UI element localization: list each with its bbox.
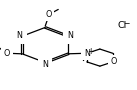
Text: Cl: Cl bbox=[118, 21, 127, 30]
Text: O: O bbox=[4, 49, 10, 58]
Text: N: N bbox=[67, 31, 73, 40]
Text: O: O bbox=[45, 10, 52, 19]
Text: +: + bbox=[87, 47, 93, 56]
Text: N: N bbox=[17, 31, 23, 40]
Text: O: O bbox=[110, 57, 117, 66]
Text: N: N bbox=[42, 60, 48, 69]
Text: −: − bbox=[124, 19, 130, 28]
Text: N: N bbox=[84, 49, 90, 58]
